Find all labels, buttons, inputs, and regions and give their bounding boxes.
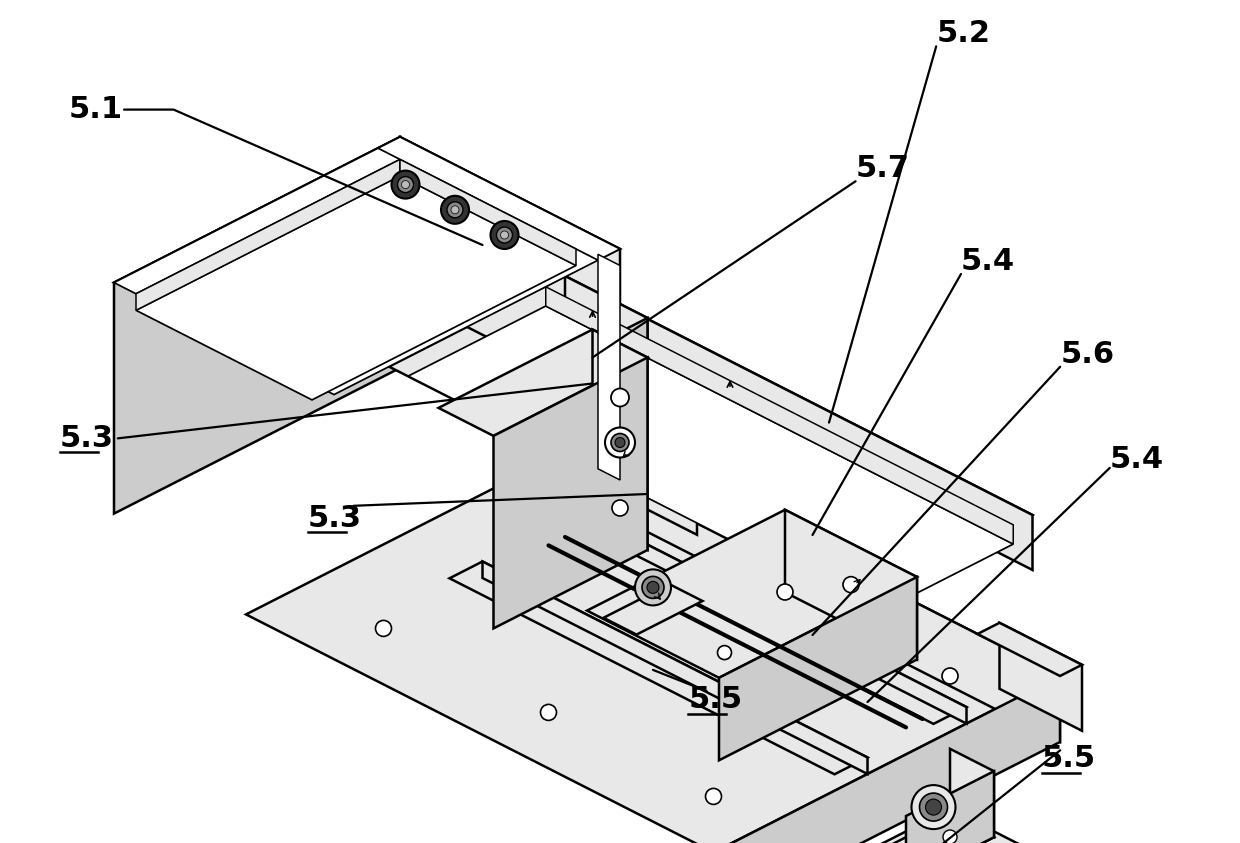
Polygon shape — [389, 277, 1033, 604]
Circle shape — [402, 180, 409, 189]
Polygon shape — [565, 276, 647, 494]
Text: 5.2: 5.2 — [936, 19, 991, 48]
Circle shape — [925, 799, 941, 815]
Polygon shape — [546, 287, 1013, 544]
Text: 5.7: 5.7 — [856, 154, 910, 183]
Circle shape — [942, 668, 959, 684]
Circle shape — [615, 438, 625, 448]
Circle shape — [392, 170, 419, 199]
Polygon shape — [408, 306, 1013, 614]
Text: 5.4: 5.4 — [1110, 445, 1164, 474]
Polygon shape — [114, 137, 620, 395]
Circle shape — [635, 569, 671, 605]
Polygon shape — [977, 623, 1083, 676]
Polygon shape — [246, 438, 1060, 843]
Polygon shape — [950, 749, 994, 837]
Text: 5.3: 5.3 — [60, 424, 114, 453]
Circle shape — [613, 500, 627, 516]
Polygon shape — [548, 318, 647, 545]
Polygon shape — [439, 330, 647, 436]
Circle shape — [642, 577, 663, 599]
Circle shape — [496, 227, 512, 243]
Text: 5.4: 5.4 — [961, 247, 1016, 276]
Circle shape — [942, 830, 957, 843]
Circle shape — [911, 785, 956, 830]
Circle shape — [777, 584, 794, 600]
Polygon shape — [565, 277, 1033, 570]
Polygon shape — [136, 159, 401, 310]
Polygon shape — [862, 815, 994, 843]
Circle shape — [718, 646, 732, 659]
Circle shape — [605, 427, 635, 458]
Polygon shape — [999, 623, 1083, 731]
Polygon shape — [548, 511, 966, 724]
Circle shape — [441, 196, 469, 223]
Circle shape — [376, 620, 392, 636]
Circle shape — [541, 705, 557, 721]
Polygon shape — [482, 561, 868, 774]
Polygon shape — [449, 561, 868, 775]
Polygon shape — [615, 427, 697, 534]
Circle shape — [706, 788, 722, 804]
Polygon shape — [136, 176, 577, 400]
Text: 5.5: 5.5 — [688, 685, 743, 714]
Polygon shape — [401, 137, 620, 480]
Polygon shape — [312, 238, 620, 395]
Text: 5.3: 5.3 — [308, 504, 362, 533]
Polygon shape — [906, 771, 994, 843]
Text: 5.1: 5.1 — [68, 95, 123, 124]
Circle shape — [398, 176, 413, 192]
Polygon shape — [719, 577, 918, 760]
Circle shape — [446, 201, 463, 217]
Circle shape — [920, 793, 947, 821]
Polygon shape — [378, 137, 620, 260]
Polygon shape — [598, 255, 620, 480]
Circle shape — [611, 433, 629, 452]
Circle shape — [451, 206, 459, 214]
Circle shape — [501, 231, 508, 239]
Circle shape — [491, 221, 518, 249]
Polygon shape — [114, 137, 401, 513]
Polygon shape — [401, 159, 577, 266]
Text: 5.5: 5.5 — [1042, 744, 1096, 773]
Polygon shape — [785, 510, 918, 659]
Polygon shape — [835, 809, 1033, 843]
Polygon shape — [114, 137, 422, 294]
Polygon shape — [582, 511, 966, 723]
Polygon shape — [593, 330, 647, 550]
Polygon shape — [494, 357, 647, 628]
Circle shape — [843, 577, 859, 593]
Polygon shape — [713, 676, 1060, 843]
Polygon shape — [593, 438, 1060, 742]
Polygon shape — [466, 276, 647, 368]
Circle shape — [647, 582, 658, 593]
Polygon shape — [587, 510, 918, 678]
Polygon shape — [604, 584, 703, 635]
Polygon shape — [593, 427, 697, 480]
Text: 5.6: 5.6 — [1060, 340, 1115, 368]
Circle shape — [611, 389, 629, 406]
